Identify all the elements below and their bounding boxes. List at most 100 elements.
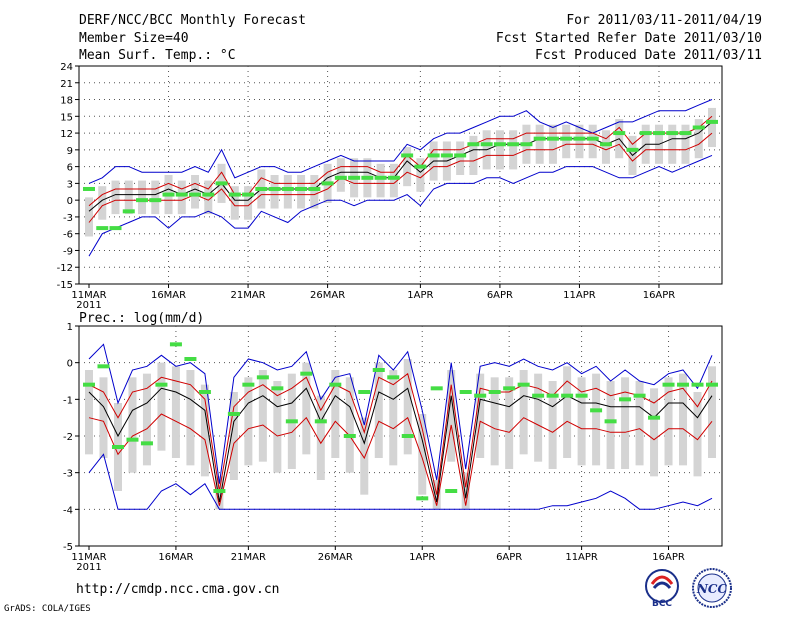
bcc-logo: BCC (645, 569, 679, 609)
panel1-spread-box (376, 163, 385, 198)
title-line-1: DERF/NCC/BCC Monthly Forecast (79, 13, 306, 28)
panel2-obs-marker (97, 364, 110, 369)
panel2-spread-box (244, 377, 253, 466)
panel2-spread-box (650, 388, 659, 477)
panel2-xtick-label: 11MAR (71, 552, 106, 563)
panel1-spread-box (111, 180, 120, 215)
panel2-spread-box (200, 384, 209, 477)
panel2-obs-marker (372, 368, 385, 372)
panel2-obs-marker (401, 434, 414, 438)
panel1-obs-marker (162, 192, 175, 197)
fcst-started-date: Fcst Started Refer Date 2011/03/10 (495, 31, 762, 46)
panel1-ytick-label: -6 (63, 230, 73, 241)
panel1-spread-box (310, 175, 319, 209)
panel2-ytick-label: -3 (63, 469, 73, 480)
panel2-obs-marker (184, 357, 197, 361)
panel1-spread-box (681, 124, 690, 164)
panel2-obs-marker (604, 419, 617, 424)
panel1-obs-marker (454, 153, 467, 158)
panel2-spread-box (577, 377, 586, 466)
panel2-spread-box (563, 366, 572, 458)
source-url[interactable]: http://cmdp.ncc.cma.gov.cn (76, 582, 280, 597)
panel1-obs-marker (215, 181, 228, 186)
panel1-xtick-label: 1APR (407, 290, 433, 301)
panel1-spread-box (151, 180, 160, 215)
panel1-spread-box (85, 197, 93, 237)
panel1-obs-marker (613, 131, 626, 136)
panel1-spread-box (495, 130, 504, 170)
panel2-obs-marker (677, 382, 690, 387)
panel1-spread-box (389, 163, 398, 198)
panel1-spread-box (416, 158, 425, 192)
panel1-spread-box (562, 124, 571, 159)
title-line-2: Member Size=40 (79, 31, 189, 46)
panel2-obs-marker (648, 415, 661, 420)
panel1-obs-marker (440, 153, 453, 158)
panel1-spread-box (244, 186, 253, 220)
panel2-lower-line (88, 413, 713, 506)
panel1-obs-marker (202, 192, 215, 197)
panel1-obs-marker (189, 192, 202, 197)
panel2-obs-marker (488, 390, 501, 394)
panel1-year-label: 2011 (76, 300, 101, 311)
panel1-spread-box (336, 158, 345, 192)
panel1-spread-box (708, 107, 716, 148)
panel2-obs-marker (111, 445, 124, 449)
panel2-spread-box (345, 377, 354, 473)
panel2-spread-box (490, 377, 499, 466)
panel1-ytick-label: 9 (67, 146, 73, 157)
panel1-spread-box (535, 124, 544, 164)
panel1-obs-marker (361, 175, 374, 180)
panel1-obs-marker (295, 186, 308, 191)
panel2-obs-marker (662, 382, 675, 387)
panel1-spread-box (230, 186, 239, 220)
panel1-spread-box (403, 147, 412, 187)
panel1-ytick-label: 3 (67, 179, 73, 190)
title-line-3: Mean Surf. Temp.: °C (79, 48, 236, 63)
panel2-spread-box (186, 370, 195, 466)
panel1-xtick-label: 26MAR (310, 290, 345, 301)
panel1-obs-marker (560, 136, 573, 141)
panel2-obs-marker (532, 393, 545, 398)
panel2-spread-box (99, 377, 108, 458)
panel2-spread-box (708, 366, 716, 458)
ncc-logo: NCC (692, 568, 732, 608)
panel1-ytick-label: -12 (57, 263, 73, 274)
panel2-obs-marker (561, 393, 574, 398)
panel2-xtick-label: 1APR (409, 552, 435, 563)
panel2-spread-box (635, 381, 644, 466)
panel2-mean-line (88, 387, 713, 503)
panel1-obs-marker (533, 136, 546, 141)
panel2-spread-box (403, 359, 412, 455)
panel1-obs-marker (242, 192, 255, 197)
panel1-spread-box (456, 141, 465, 175)
panel1-obs-marker (546, 136, 559, 141)
panel1-ytick-label: 12 (60, 129, 73, 140)
panel1-obs-marker (348, 175, 361, 180)
panel1-obs-marker (679, 131, 692, 136)
panel2-spread-box (476, 373, 485, 458)
panel2-spread-box (461, 472, 470, 510)
panel2-min-line (88, 453, 713, 510)
panel1-spread-box (270, 175, 279, 209)
panel2-spread-box (85, 370, 93, 455)
panel1-obs-marker (493, 142, 506, 147)
panel1-obs-marker (96, 226, 109, 231)
panel1-spread-box (177, 180, 186, 215)
panel1-obs-marker (507, 142, 520, 147)
panel2-spread-box (519, 370, 528, 455)
panel1-spread-box (588, 124, 597, 159)
panel2-obs-marker (242, 382, 255, 387)
panel2-obs-marker (575, 393, 588, 398)
fcst-produced-date: Fcst Produced Date 2011/03/11 (535, 48, 762, 63)
panel2-spread-box (505, 377, 514, 469)
panel2-obs-marker (314, 419, 327, 424)
panel2-spread-box (273, 381, 282, 473)
panel1-obs-marker (401, 153, 414, 158)
panel2-spread-box (142, 373, 151, 466)
panel2-ytick-label: -5 (63, 542, 73, 553)
panel2-obs-marker (358, 390, 371, 394)
panel2-xtick-label: 21MAR (231, 552, 266, 563)
forecast-chart: -15 -12 -9 -6 -3 0 3 6 9 12 15 18 21 24 11MAR 16MAR 21MA… (57, 62, 723, 570)
panel1-obs-marker (387, 175, 400, 180)
